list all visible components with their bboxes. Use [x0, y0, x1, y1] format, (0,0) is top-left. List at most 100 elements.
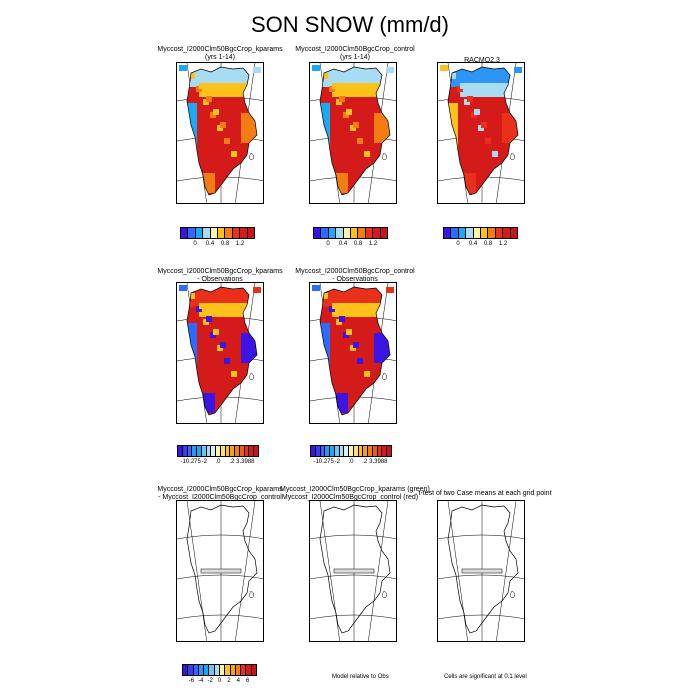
inset-box — [461, 568, 503, 574]
colorbar-swatch — [192, 446, 198, 456]
greenland-map — [438, 63, 524, 203]
colorbar-swatch — [230, 446, 236, 456]
colorbar-swatch — [181, 228, 189, 238]
colorbar-swatch — [178, 446, 183, 456]
colorbar-swatch — [246, 665, 252, 675]
colorbar-tick-label: 6 — [245, 678, 250, 684]
note-model-relative-obs: Model relative to Obs — [332, 674, 389, 680]
island — [381, 152, 387, 160]
colorbar-swatch — [458, 228, 467, 238]
colorbar-tick-label: 0 — [326, 241, 330, 247]
map-ttest — [437, 500, 525, 642]
colorbar-swatches — [177, 445, 259, 457]
colorbar-swatch — [314, 228, 322, 238]
colorbar-tick-label: .2 — [362, 459, 368, 465]
colorbar-swatch — [380, 228, 388, 238]
map-racmo-snow — [437, 62, 525, 204]
colorbar-swatch — [495, 228, 504, 238]
colorbar-ticks: -10.275 -2 .0 .2 3.3988 — [310, 457, 392, 466]
map-kparams-minus-obs — [176, 282, 264, 424]
island — [248, 372, 254, 380]
coastline — [186, 504, 258, 634]
island — [248, 590, 254, 598]
snow-field — [187, 287, 257, 415]
greenland-map — [177, 283, 263, 423]
colorbar-swatch — [206, 446, 212, 456]
page-title: SON SNOW (mm/d) — [251, 12, 449, 37]
island — [248, 152, 254, 160]
colorbar-swatch — [451, 228, 459, 238]
coastline — [447, 504, 519, 634]
colorbar-swatch — [339, 446, 345, 456]
colorbar-tick-label: 3.3988 — [236, 459, 255, 465]
colorbar-swatch — [444, 228, 452, 238]
colorbar-swatch — [343, 228, 352, 238]
colorbar-tick-label: 0.8 — [220, 241, 230, 247]
colorbar-ticks: 0 0.4 0.8 1.2 — [443, 239, 518, 248]
panel-title-racmo: RACMO2.3 — [464, 57, 500, 64]
colorbar-swatch — [195, 228, 204, 238]
colorbar-tick-label: 1.2 — [498, 241, 508, 247]
colorbar-tick-label: 0.4 — [338, 241, 348, 247]
colorbar-swatch — [481, 228, 489, 238]
colorbar-swatch — [197, 446, 202, 456]
colorbar-swatch — [204, 665, 210, 675]
panel-title-green-red: Myccost_I2000Clm50BgcCrop_kparams (green… — [280, 486, 430, 501]
colorbar-swatch — [382, 446, 388, 456]
colorbar-swatch — [351, 228, 359, 238]
colorbar-swatch — [244, 446, 250, 456]
colorbar-ticks: -10.275 -2 .0 .2 3.3988 — [177, 457, 259, 466]
greenland-map — [310, 63, 396, 203]
colorbar-swatch — [225, 665, 231, 675]
map-control-minus-obs — [309, 282, 397, 424]
colorbar-tick-label: .0 — [348, 459, 354, 465]
panel-title-kparams-obs: Myccost_I2000Clm50BgcCrop_kparams - Obse… — [157, 268, 283, 283]
colorbar-swatch — [187, 446, 193, 456]
colorbar-swatch — [363, 446, 369, 456]
colorbar-swatch — [188, 665, 194, 675]
colorbar-swatches — [310, 445, 392, 457]
greenland-map — [438, 501, 524, 641]
colorbar-swatch — [230, 665, 236, 675]
snow-field — [187, 67, 257, 195]
colorbar-control: 0 0.4 0.8 1.2 — [313, 227, 388, 248]
colorbar-swatch — [247, 228, 255, 238]
colorbar-swatch — [240, 228, 248, 238]
snow-field — [320, 67, 390, 195]
map-kparams-minus-control — [176, 500, 264, 642]
colorbar-swatch — [325, 446, 331, 456]
map-kparams-snow — [176, 62, 264, 204]
colorbar-swatch — [182, 446, 188, 456]
colorbar-swatch — [235, 665, 242, 675]
colorbar-ticks: 0 0.4 0.8 1.2 — [313, 239, 388, 248]
snow-field — [320, 287, 390, 415]
colorbar-swatch — [214, 665, 220, 675]
colorbar-swatch — [503, 228, 511, 238]
coastline — [186, 286, 258, 416]
colorbar-swatch — [344, 446, 350, 456]
colorbar-swatch — [373, 228, 381, 238]
coastline — [186, 66, 258, 196]
colorbar-tick-label: 0.8 — [353, 241, 363, 247]
panel-title-control: Myccost_I2000Clm50BgcCrop_control (yrs 1… — [295, 46, 415, 61]
colorbar-swatches — [443, 227, 518, 239]
colorbar-swatch — [330, 446, 335, 456]
colorbar-swatch — [210, 228, 219, 238]
colorbar-swatch — [368, 446, 373, 456]
colorbar-swatch — [315, 446, 321, 456]
panel-title-ttest: t-test of two Case means at each grid po… — [418, 490, 552, 497]
inset-box — [200, 568, 242, 574]
colorbar-swatch — [235, 446, 240, 456]
colorbar-tick-label: -2 — [334, 459, 340, 465]
colorbar-swatch — [218, 228, 226, 238]
colorbar-swatch — [311, 446, 316, 456]
colorbar-swatch — [377, 446, 383, 456]
colorbar-swatches — [313, 227, 388, 239]
panel-title-kparams-minus-control: Myccost_I2000Clm50BgcCrop_kparams - Mycc… — [157, 486, 283, 501]
colorbar-kparams-obs: -10.275 -2 .0 .2 3.3988 — [177, 445, 259, 466]
colorbar-swatch — [488, 228, 496, 238]
colorbar-swatch — [239, 446, 245, 456]
colorbar-swatch — [249, 446, 255, 456]
colorbar-swatch — [232, 228, 241, 238]
colorbar-tick-label: 0 — [456, 241, 460, 247]
